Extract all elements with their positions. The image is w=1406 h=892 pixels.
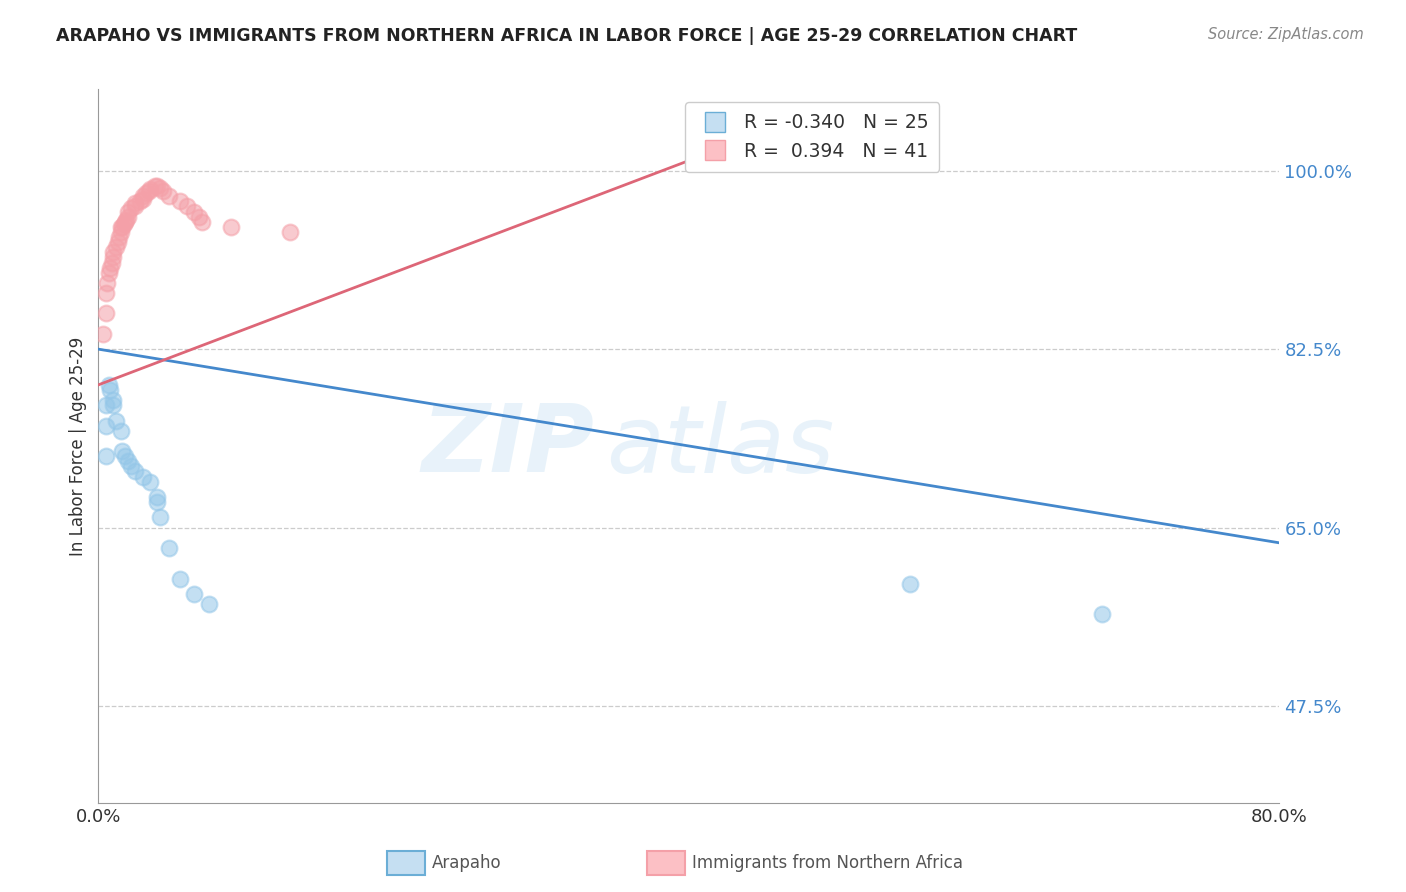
- Point: [111, 444, 134, 458]
- Point: [900, 576, 922, 591]
- Point: [143, 179, 166, 194]
- Text: atlas: atlas: [606, 401, 835, 491]
- Point: [97, 266, 120, 280]
- Point: [117, 210, 139, 224]
- Text: Source: ZipAtlas.com: Source: ZipAtlas.com: [1208, 27, 1364, 42]
- Legend: R = -0.340   N = 25, R =  0.394   N = 41: R = -0.340 N = 25, R = 0.394 N = 41: [685, 103, 939, 172]
- Point: [132, 192, 155, 206]
- Point: [100, 255, 122, 269]
- Point: [135, 186, 157, 201]
- Point: [112, 217, 135, 231]
- Point: [191, 215, 214, 229]
- Point: [120, 202, 142, 216]
- Point: [146, 490, 169, 504]
- Point: [1091, 607, 1114, 622]
- Point: [94, 449, 117, 463]
- Point: [110, 219, 132, 234]
- Point: [108, 230, 131, 244]
- Point: [146, 495, 169, 509]
- Point: [105, 240, 128, 254]
- Point: [139, 182, 162, 196]
- Point: [183, 587, 205, 601]
- Point: [94, 418, 117, 433]
- Point: [111, 219, 134, 234]
- Point: [128, 194, 150, 209]
- Point: [278, 225, 302, 239]
- FancyBboxPatch shape: [647, 851, 686, 875]
- Point: [103, 393, 125, 408]
- Point: [94, 286, 117, 301]
- Point: [152, 184, 174, 198]
- Text: Arapaho: Arapaho: [433, 854, 502, 872]
- Point: [103, 245, 125, 260]
- Point: [115, 212, 138, 227]
- Point: [176, 199, 198, 213]
- Point: [149, 181, 172, 195]
- Point: [169, 194, 191, 209]
- Point: [124, 465, 146, 479]
- Point: [103, 398, 125, 412]
- Point: [94, 398, 117, 412]
- Y-axis label: In Labor Force | Age 25-29: In Labor Force | Age 25-29: [69, 336, 87, 556]
- Point: [157, 541, 180, 555]
- Point: [120, 459, 142, 474]
- Point: [105, 413, 128, 427]
- Point: [96, 276, 118, 290]
- Point: [114, 215, 136, 229]
- Point: [97, 377, 120, 392]
- Point: [149, 510, 172, 524]
- Point: [94, 306, 117, 320]
- Text: ARAPAHO VS IMMIGRANTS FROM NORTHERN AFRICA IN LABOR FORCE | AGE 25-29 CORRELATIO: ARAPAHO VS IMMIGRANTS FROM NORTHERN AFRI…: [56, 27, 1077, 45]
- Point: [124, 196, 146, 211]
- Point: [132, 469, 155, 483]
- Point: [219, 219, 242, 234]
- Point: [103, 251, 125, 265]
- Point: [124, 199, 146, 213]
- Point: [117, 204, 139, 219]
- Point: [98, 383, 121, 397]
- Point: [110, 225, 132, 239]
- Point: [98, 260, 121, 275]
- Point: [169, 572, 191, 586]
- Point: [198, 597, 221, 611]
- Text: Immigrants from Northern Africa: Immigrants from Northern Africa: [692, 854, 963, 872]
- Point: [110, 424, 132, 438]
- Point: [91, 326, 114, 341]
- Point: [107, 235, 129, 249]
- Point: [132, 189, 155, 203]
- Point: [114, 449, 136, 463]
- Text: ZIP: ZIP: [422, 400, 595, 492]
- Point: [117, 454, 139, 468]
- Point: [157, 189, 180, 203]
- Point: [138, 184, 160, 198]
- Point: [187, 210, 209, 224]
- Point: [139, 475, 162, 489]
- FancyBboxPatch shape: [387, 851, 425, 875]
- Point: [146, 179, 169, 194]
- Point: [183, 204, 205, 219]
